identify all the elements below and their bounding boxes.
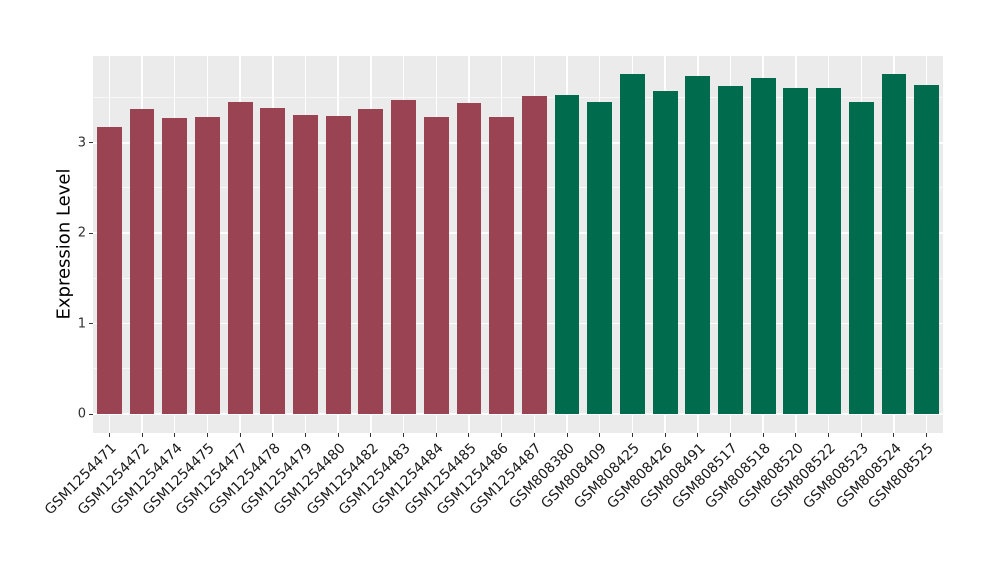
x-tick-mark bbox=[533, 433, 535, 437]
x-tick-mark bbox=[860, 433, 862, 437]
x-tick-mark bbox=[566, 433, 568, 437]
bar-GSM1254482 bbox=[358, 109, 384, 414]
x-tick-mark bbox=[337, 433, 339, 437]
x-tick-mark bbox=[174, 433, 176, 437]
plot-panel bbox=[93, 56, 943, 433]
bar-GSM808426 bbox=[652, 91, 678, 414]
x-tick-mark bbox=[697, 433, 699, 437]
x-tick-mark bbox=[435, 433, 437, 437]
y-tick-label: 1 bbox=[77, 316, 86, 332]
gridline-minor-horizontal bbox=[93, 277, 943, 279]
x-tick-mark bbox=[893, 433, 895, 437]
bar-GSM808524 bbox=[881, 74, 907, 414]
x-tick-mark bbox=[141, 433, 143, 437]
x-tick-mark bbox=[926, 433, 928, 437]
x-tick-mark bbox=[631, 433, 633, 437]
bar-GSM1254479 bbox=[293, 114, 318, 414]
x-tick-mark bbox=[206, 433, 208, 437]
x-tick-mark bbox=[762, 433, 764, 437]
x-tick-mark bbox=[664, 433, 666, 437]
y-axis-title: Expression Level bbox=[53, 168, 75, 320]
bar-GSM1254472 bbox=[129, 109, 155, 414]
bar-GSM1254487 bbox=[521, 95, 547, 414]
x-tick-mark bbox=[795, 433, 797, 437]
bar-GSM808518 bbox=[750, 77, 776, 414]
y-tick-mark bbox=[89, 413, 93, 415]
y-tick-label: 3 bbox=[77, 135, 86, 151]
bar-GSM1254474 bbox=[162, 118, 188, 414]
bar-GSM808491 bbox=[685, 75, 711, 414]
bar-GSM1254483 bbox=[391, 100, 416, 414]
gridline-major-horizontal bbox=[93, 322, 943, 325]
bar-GSM808425 bbox=[620, 74, 645, 414]
bar-GSM1254475 bbox=[195, 117, 220, 414]
bar-GSM1254484 bbox=[423, 116, 449, 414]
y-tick-label: 0 bbox=[77, 406, 86, 422]
bar-GSM808523 bbox=[848, 102, 874, 414]
gridline-minor-horizontal bbox=[93, 187, 943, 189]
bar-GSM808525 bbox=[914, 84, 940, 414]
y-tick-mark bbox=[89, 142, 93, 144]
bar-GSM1254471 bbox=[96, 127, 122, 414]
gridline-minor-horizontal bbox=[93, 97, 943, 99]
bar-GSM808522 bbox=[816, 87, 841, 414]
x-tick-mark bbox=[370, 433, 372, 437]
gridline-major-horizontal bbox=[93, 142, 943, 144]
bar-GSM808517 bbox=[718, 85, 743, 414]
x-tick-mark bbox=[403, 433, 405, 437]
y-tick-label: 2 bbox=[77, 225, 86, 241]
bar-GSM1254478 bbox=[260, 108, 286, 414]
bar-GSM808520 bbox=[783, 87, 809, 414]
bar-GSM1254477 bbox=[227, 102, 253, 414]
bar-GSM808380 bbox=[554, 94, 580, 414]
y-tick-mark bbox=[89, 232, 93, 234]
x-tick-mark bbox=[108, 433, 110, 437]
x-tick-mark bbox=[468, 433, 470, 437]
x-tick-mark bbox=[305, 433, 306, 437]
x-tick-mark bbox=[501, 433, 503, 437]
x-tick-mark bbox=[828, 433, 830, 437]
x-tick-mark bbox=[239, 433, 241, 437]
gridline-minor-horizontal bbox=[93, 368, 943, 370]
gridline-major-horizontal bbox=[93, 413, 943, 415]
bar-GSM1254486 bbox=[489, 117, 515, 414]
x-tick-mark bbox=[730, 433, 731, 437]
bar-GSM1254485 bbox=[456, 103, 482, 414]
gridline-major-horizontal bbox=[93, 232, 943, 234]
x-tick-mark bbox=[272, 433, 274, 437]
bar-GSM808409 bbox=[587, 102, 613, 414]
y-tick-mark bbox=[89, 323, 93, 325]
x-tick-mark bbox=[599, 433, 601, 437]
bar-GSM1254480 bbox=[325, 115, 351, 414]
